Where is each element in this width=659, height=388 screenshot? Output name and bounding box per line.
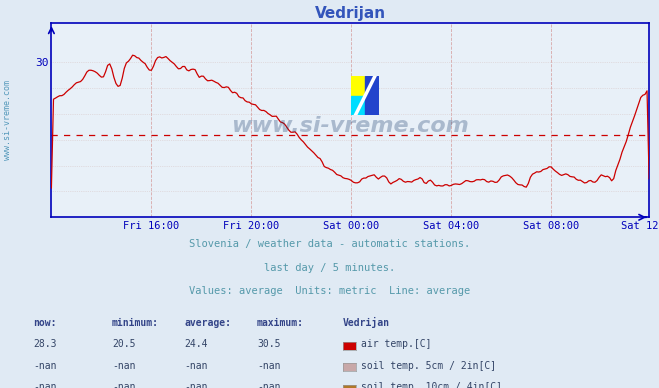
Text: average:: average: — [185, 318, 231, 328]
Text: www.si-vreme.com: www.si-vreme.com — [3, 80, 13, 160]
Text: Vedrijan: Vedrijan — [343, 317, 389, 328]
Text: Values: average  Units: metric  Line: average: Values: average Units: metric Line: aver… — [189, 286, 470, 296]
Text: 28.3: 28.3 — [33, 339, 57, 349]
Text: -nan: -nan — [112, 360, 136, 371]
Text: -nan: -nan — [33, 382, 57, 388]
Text: -nan: -nan — [185, 360, 208, 371]
Text: 30.5: 30.5 — [257, 339, 281, 349]
Title: Vedrijan: Vedrijan — [315, 6, 386, 21]
Text: www.si-vreme.com: www.si-vreme.com — [231, 116, 469, 136]
Text: -nan: -nan — [112, 382, 136, 388]
Text: soil temp. 10cm / 4in[C]: soil temp. 10cm / 4in[C] — [361, 382, 502, 388]
Text: air temp.[C]: air temp.[C] — [361, 339, 432, 349]
Bar — [351, 76, 365, 96]
Text: -nan: -nan — [185, 382, 208, 388]
Text: -nan: -nan — [257, 382, 281, 388]
Bar — [365, 76, 379, 115]
Bar — [351, 96, 365, 115]
Text: Slovenia / weather data - automatic stations.: Slovenia / weather data - automatic stat… — [189, 239, 470, 249]
Text: maximum:: maximum: — [257, 318, 304, 328]
Text: last day / 5 minutes.: last day / 5 minutes. — [264, 263, 395, 273]
Text: 20.5: 20.5 — [112, 339, 136, 349]
Text: -nan: -nan — [257, 360, 281, 371]
Text: minimum:: minimum: — [112, 318, 159, 328]
Text: 24.4: 24.4 — [185, 339, 208, 349]
Text: -nan: -nan — [33, 360, 57, 371]
Text: now:: now: — [33, 318, 57, 328]
Text: soil temp. 5cm / 2in[C]: soil temp. 5cm / 2in[C] — [361, 360, 496, 371]
